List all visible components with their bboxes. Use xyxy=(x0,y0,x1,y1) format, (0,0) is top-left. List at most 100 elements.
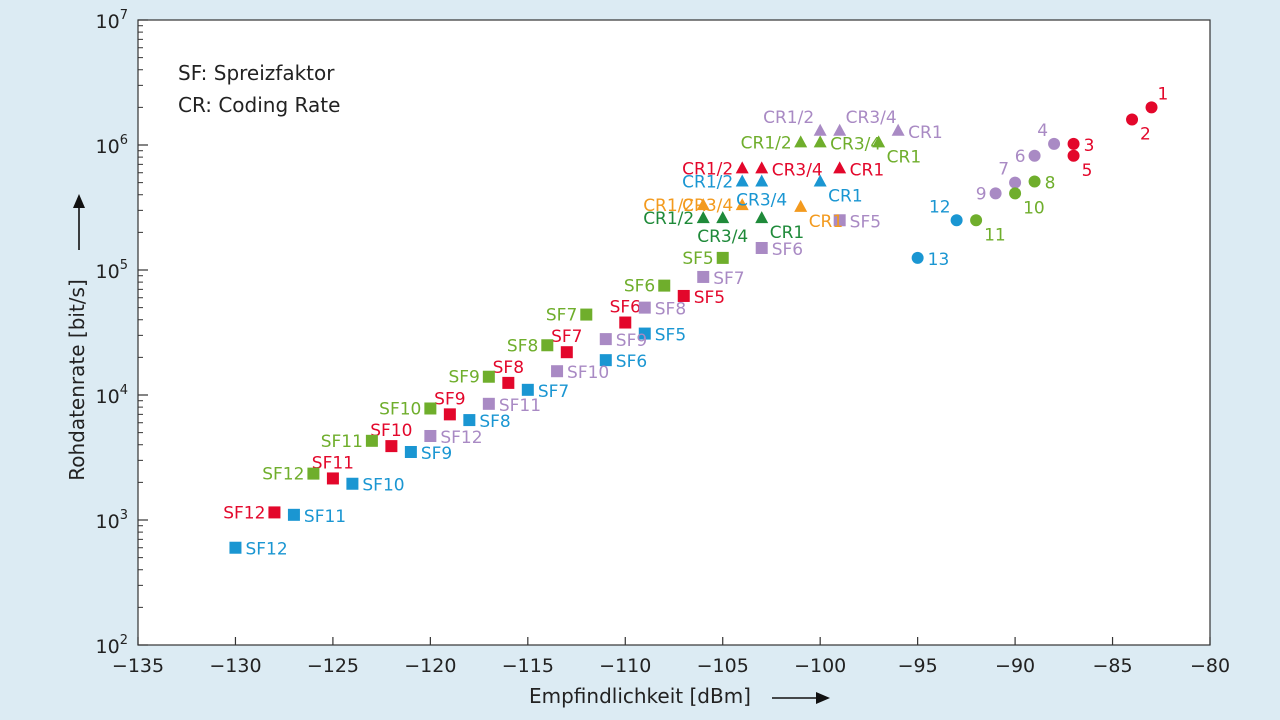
point-label: 8 xyxy=(1045,174,1056,194)
y-tick-label: 106 xyxy=(96,133,128,158)
green-square-marker xyxy=(424,402,437,415)
blue-square-marker xyxy=(638,327,651,340)
blue-square-marker xyxy=(346,477,359,490)
point-label: SF11 xyxy=(499,396,541,416)
point-label: SF9 xyxy=(616,331,647,351)
purple-circle-marker xyxy=(1009,176,1022,189)
point-label: 7 xyxy=(998,160,1009,180)
point-label: CR1 xyxy=(828,187,863,207)
point-label: SF7 xyxy=(551,327,582,347)
purple-square-marker xyxy=(638,301,651,314)
point-label: SF6 xyxy=(616,352,647,372)
x-tick-label: −125 xyxy=(307,655,359,677)
purple-triangle-marker xyxy=(833,123,847,136)
red-square-marker xyxy=(443,408,456,421)
point-label: CR1/2 xyxy=(682,173,733,193)
y-axis-title: Rohdatenrate [bit/s] xyxy=(65,279,89,481)
red-square-marker xyxy=(502,376,515,389)
note-coding-rate: CR: Coding Rate xyxy=(178,93,340,117)
point-label: 3 xyxy=(1084,136,1095,156)
point-label: SF12 xyxy=(223,503,265,523)
point-label: CR1 xyxy=(887,147,922,167)
point-label: 5 xyxy=(1082,161,1093,181)
point-label: SF8 xyxy=(493,358,524,378)
point-label: SF7 xyxy=(538,382,569,402)
point-label: SF12 xyxy=(245,540,287,560)
purple-square-marker xyxy=(482,397,495,410)
point-label: CR1/2 xyxy=(682,159,733,179)
point-label: SF10 xyxy=(370,421,412,441)
red-triangle-marker xyxy=(833,161,847,174)
point-label: CR1 xyxy=(908,123,943,143)
point-label: SF6 xyxy=(772,240,803,260)
purple-circle-marker xyxy=(1048,137,1061,150)
point-label: 6 xyxy=(1015,147,1026,167)
x-axis-ticks: −135 −130 −125 −120 −115 −110 −105 −100 −95 −90 −8… xyxy=(112,637,1230,677)
blue-square-marker xyxy=(287,508,300,521)
point-label: SF12 xyxy=(440,428,482,448)
point-label: 1 xyxy=(1158,84,1169,104)
x-tick-label: −80 xyxy=(1190,655,1230,677)
point-label: 4 xyxy=(1037,121,1048,141)
y-tick-label: 105 xyxy=(96,258,128,283)
green-triangle-marker xyxy=(872,135,886,148)
x-tick-label: −90 xyxy=(995,655,1035,677)
green-circle-marker xyxy=(1009,187,1022,200)
point-label: SF5 xyxy=(850,212,881,232)
blue-square-marker xyxy=(599,354,612,367)
green-square-marker xyxy=(541,339,554,352)
point-label: 9 xyxy=(976,184,987,204)
y-axis-title-group: Rohdatenrate [bit/s] xyxy=(65,194,89,481)
point-label: CR1 xyxy=(809,212,844,232)
x-axis-arrow-head xyxy=(816,692,830,704)
x-tick-label: −130 xyxy=(209,655,261,677)
green-triangle-marker xyxy=(813,135,827,148)
point-label: CR3/4 xyxy=(772,160,823,180)
darkgreen-triangle-marker xyxy=(716,211,730,224)
y-tick-label: 104 xyxy=(96,383,128,408)
x-tick-label: −135 xyxy=(112,655,164,677)
green-circle-marker xyxy=(1028,175,1041,188)
green-triangle-marker xyxy=(794,135,808,148)
point-label: CR1/2 xyxy=(741,133,792,153)
red-circle-marker xyxy=(1067,137,1080,150)
red-square-marker xyxy=(326,472,339,485)
blue-triangle-marker xyxy=(813,174,827,187)
blue-square-marker xyxy=(229,541,242,554)
red-triangle-marker xyxy=(755,161,769,174)
blue-triangle-marker xyxy=(755,174,769,187)
point-label: 10 xyxy=(1023,198,1045,218)
red-circle-marker xyxy=(1067,149,1080,162)
x-axis-title: Empfindlichkeit [dBm] xyxy=(529,684,751,708)
point-label: CR3/4 xyxy=(846,108,897,128)
purple-square-marker xyxy=(424,429,437,442)
point-label: SF8 xyxy=(655,300,686,320)
point-label: SF5 xyxy=(655,326,686,346)
green-circle-marker xyxy=(970,214,983,227)
purple-square-marker xyxy=(755,241,768,254)
point-label: CR1 xyxy=(850,160,885,180)
point-label: CR1/2 xyxy=(643,209,694,229)
y-tick-label: 103 xyxy=(96,508,128,533)
purple-square-marker xyxy=(599,333,612,346)
point-label: CR3/4 xyxy=(830,134,881,154)
purple-square-marker xyxy=(833,214,846,227)
y-axis-arrow-head xyxy=(73,194,85,208)
x-tick-label: −110 xyxy=(599,655,651,677)
blue-circle-marker xyxy=(911,251,924,264)
red-square-marker xyxy=(619,316,632,329)
blue-triangle-marker xyxy=(735,174,749,187)
point-label: CR1 xyxy=(770,223,805,243)
point-label: CR3/4 xyxy=(736,191,787,211)
purple-circle-marker xyxy=(1028,149,1041,162)
y-tick-label: 102 xyxy=(96,633,128,658)
point-label: SF11 xyxy=(321,432,363,452)
data-points: SF12SF11SF10SF9SF8SF7SF6SF5SF12SF11SF10S… xyxy=(223,84,1168,559)
red-square-marker xyxy=(560,346,573,359)
green-square-marker xyxy=(580,308,593,321)
point-label: SF5 xyxy=(694,288,725,308)
x-tick-label: −85 xyxy=(1092,655,1132,677)
purple-square-marker xyxy=(551,365,564,378)
chart-notes: SF: Spreizfaktor CR: Coding Rate xyxy=(178,61,340,117)
point-label: SF5 xyxy=(682,249,713,269)
